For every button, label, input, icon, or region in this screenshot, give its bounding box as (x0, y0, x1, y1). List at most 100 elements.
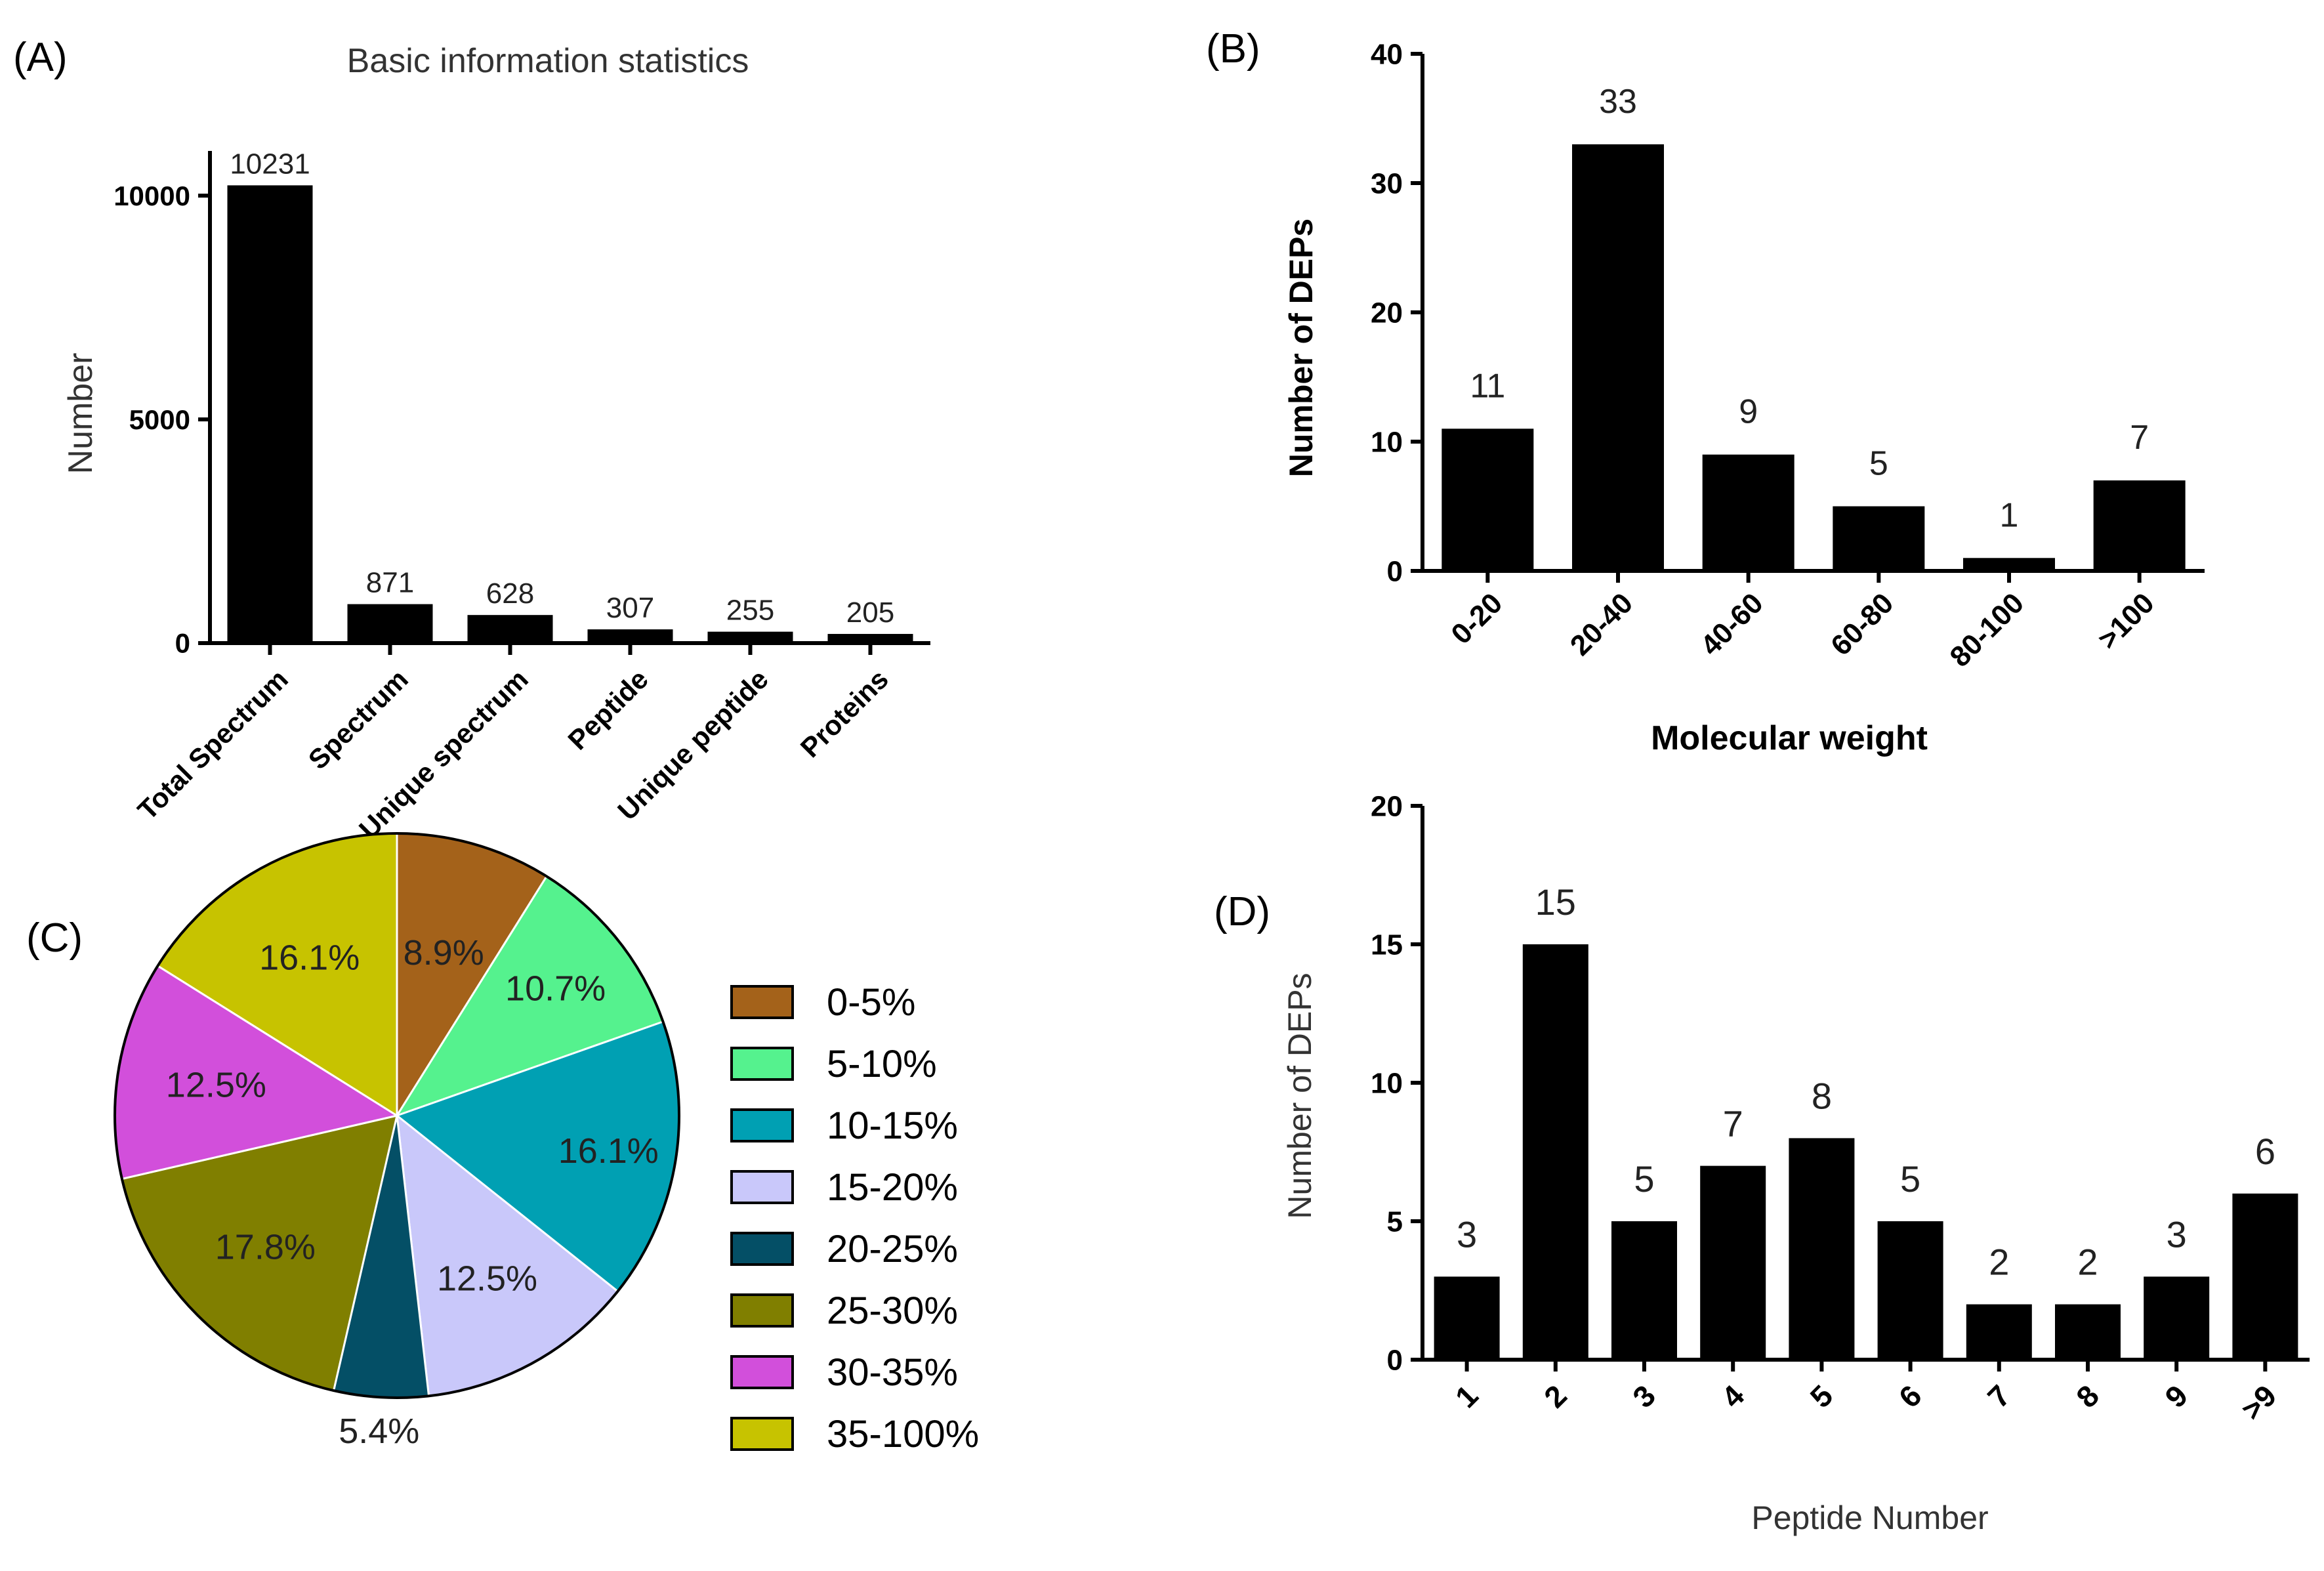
bar (1700, 1165, 1766, 1360)
x-tick-label: 60-80 (1825, 587, 1899, 661)
x-tick-label: 2 (1537, 1378, 1573, 1414)
data-label: 33 (1599, 83, 1637, 121)
data-label: 6 (2255, 1131, 2275, 1172)
x-tick-label: >100 (2092, 587, 2161, 656)
y-tick-label: 0 (1387, 1344, 1403, 1376)
chart-d-peptide-number: 0 5 10 15 20 3 1 15 2 5 3 7 4 8 5 5 6 2 7 2 8 3 9 6 >9 Peptide Nu… (1281, 790, 2310, 1536)
panel-c-label: (C) (26, 915, 83, 961)
y-tick-label: 20 (1371, 297, 1403, 329)
legend-label: 5-10% (827, 1043, 937, 1085)
x-tick-label: 8 (2069, 1378, 2106, 1414)
data-label: 1 (2000, 496, 2019, 534)
data-label: 9 (1739, 393, 1758, 431)
data-label: 628 (486, 577, 534, 610)
slice-label: 12.5% (166, 1066, 266, 1105)
chart-b-molecular-weight: 0 10 20 30 40 11 0-20 33 20-40 9 40-60 5 60-80 1 80-10… (1283, 38, 2205, 757)
x-tick-label: 5 (1804, 1378, 1840, 1414)
chart-d-y-axis-title: Number of DEPs (1281, 973, 1318, 1219)
data-label: 2 (2077, 1242, 2098, 1283)
bar (2093, 480, 2186, 571)
chart-b-y-axis-title: Number of DEPs (1283, 219, 1319, 478)
legend-swatch (730, 1170, 794, 1204)
x-tick-label: Total Spectrum (132, 663, 294, 826)
panel-b-label: (B) (1206, 26, 1260, 72)
x-tick-label: 6 (1892, 1378, 1928, 1414)
panel-d-label: (D) (1214, 889, 1270, 934)
x-tick-label: Spectrum (302, 663, 414, 775)
data-label: 8 (1812, 1075, 1832, 1116)
y-tick-label: 10 (1371, 426, 1403, 458)
legend-swatch (730, 985, 794, 1019)
data-label: 7 (2130, 419, 2149, 457)
bar (227, 185, 313, 643)
legend-swatch (730, 1417, 794, 1451)
legend-label: 15-20% (827, 1166, 958, 1209)
bar (1442, 429, 1534, 571)
bar (2144, 1276, 2210, 1360)
x-tick-label: 7 (1981, 1378, 2017, 1414)
bar (1434, 1276, 1500, 1360)
bar (467, 615, 553, 643)
data-label: 11 (1470, 367, 1505, 405)
data-label: 2 (1989, 1242, 2009, 1283)
legend-swatch (730, 1232, 794, 1266)
y-tick-label: 20 (1371, 790, 1403, 822)
x-tick-label: 0-20 (1445, 587, 1508, 650)
pie-outline (114, 832, 680, 1399)
data-label: 3 (2167, 1213, 2187, 1255)
chart-c-pie: 8.9% 10.7% 16.1% 12.5% 5.4% 17.8% 12.5% 16.1% 0-… (114, 832, 979, 1456)
legend-swatch (730, 1047, 794, 1081)
bar (1833, 506, 1925, 571)
bar (2055, 1304, 2121, 1360)
y-tick-label: 5 (1387, 1205, 1403, 1238)
y-tick-label: 15 (1371, 929, 1403, 961)
bar (707, 631, 793, 643)
slice-label: 16.1% (259, 938, 360, 977)
bar (1572, 144, 1664, 571)
legend-label: 25-30% (827, 1289, 958, 1332)
y-tick-label: 10 (1371, 1067, 1403, 1099)
y-tick-label: 10000 (114, 180, 190, 211)
x-tick-label: 3 (1626, 1378, 1662, 1414)
slice-label: 5.4% (339, 1412, 419, 1451)
slice-label: 10.7% (505, 969, 606, 1008)
legend-label: 20-25% (827, 1228, 958, 1270)
x-tick-label: >9 (2235, 1378, 2283, 1427)
bar (827, 634, 913, 643)
data-label: 10231 (230, 148, 310, 180)
legend-label: 10-15% (827, 1104, 958, 1147)
y-tick-label: 30 (1371, 167, 1403, 199)
data-label: 205 (846, 597, 894, 629)
legend-label: 0-5% (827, 981, 915, 1024)
data-label: 255 (726, 595, 774, 627)
legend-label: 35-100% (827, 1413, 979, 1456)
bar (1966, 1304, 2032, 1360)
x-tick-label: 80-100 (1944, 587, 2031, 673)
chart-a-y-axis-title: Number (62, 353, 100, 474)
chart-a-title: Basic information statistics (347, 42, 749, 80)
data-label: 5 (1634, 1158, 1654, 1200)
data-label: 871 (366, 567, 414, 599)
bar (587, 629, 673, 643)
y-tick-label: 5000 (129, 404, 190, 435)
data-label: 7 (1723, 1103, 1743, 1144)
data-label: 307 (606, 592, 654, 624)
bar (1877, 1221, 1943, 1360)
chart-a-basic-information: 0 5000 10000 10231 Total Spectrum 871 Spectrum… (62, 42, 930, 845)
x-tick-label: 4 (1714, 1378, 1751, 1414)
y-tick-label: 40 (1371, 38, 1403, 70)
x-tick-label: 9 (2158, 1378, 2194, 1414)
data-label: 5 (1900, 1158, 1920, 1200)
y-tick-label: 0 (175, 628, 190, 659)
panel-a-label: (A) (13, 35, 68, 80)
data-label: 15 (1535, 881, 1576, 923)
slice-label: 17.8% (215, 1228, 316, 1267)
chart-b-x-axis-title: Molecular weight (1651, 719, 1928, 757)
data-label: 3 (1457, 1213, 1477, 1255)
chart-d-x-axis-title: Peptide Number (1751, 1499, 1988, 1536)
x-tick-label: Peptide (562, 663, 654, 756)
data-label: 5 (1869, 445, 1888, 483)
legend-label: 30-35% (827, 1351, 958, 1394)
x-tick-label: Proteins (795, 663, 894, 763)
